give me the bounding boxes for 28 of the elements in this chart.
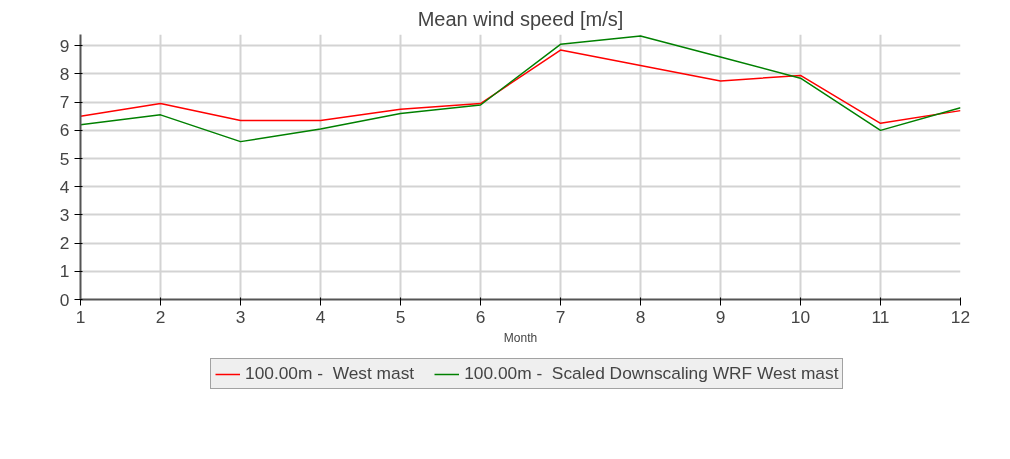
x-tick-label: 9 [715, 306, 726, 327]
y-tick-label: 1 [59, 261, 70, 282]
y-tick-label: 8 [59, 63, 70, 84]
line-series [80, 49, 961, 125]
y-tick-label: 7 [59, 92, 70, 113]
x-tick-label: 6 [475, 306, 486, 327]
x-tick-label: 1 [75, 306, 86, 327]
x-tick-label: 4 [315, 306, 326, 327]
x-tick-label: 2 [155, 306, 166, 327]
x-tick-label: 12 [950, 306, 971, 327]
y-tick-label: 9 [59, 35, 70, 56]
x-tick-label: 11 [871, 306, 890, 327]
y-tick-label: 6 [59, 120, 70, 141]
x-axis-title: Month [503, 330, 538, 345]
chart-title: Mean wind speed [m/s] [417, 7, 624, 30]
x-tick-label: 5 [395, 306, 406, 327]
y-tick-label: 0 [59, 289, 70, 310]
y-tick-label: 4 [59, 176, 70, 197]
x-tick-label: 10 [790, 306, 811, 327]
y-tick-label: 5 [59, 148, 70, 169]
legend-label: 100.00m - Scaled Downscaling WRF West mast [464, 363, 839, 384]
legend-label: 100.00m - West mast [245, 363, 415, 384]
x-tick-label: 8 [635, 306, 646, 327]
y-tick-label: 2 [59, 233, 70, 254]
x-tick-label: 7 [555, 306, 566, 327]
x-tick-label: 3 [235, 306, 246, 327]
line-series [80, 35, 961, 143]
y-tick-label: 3 [59, 204, 70, 225]
